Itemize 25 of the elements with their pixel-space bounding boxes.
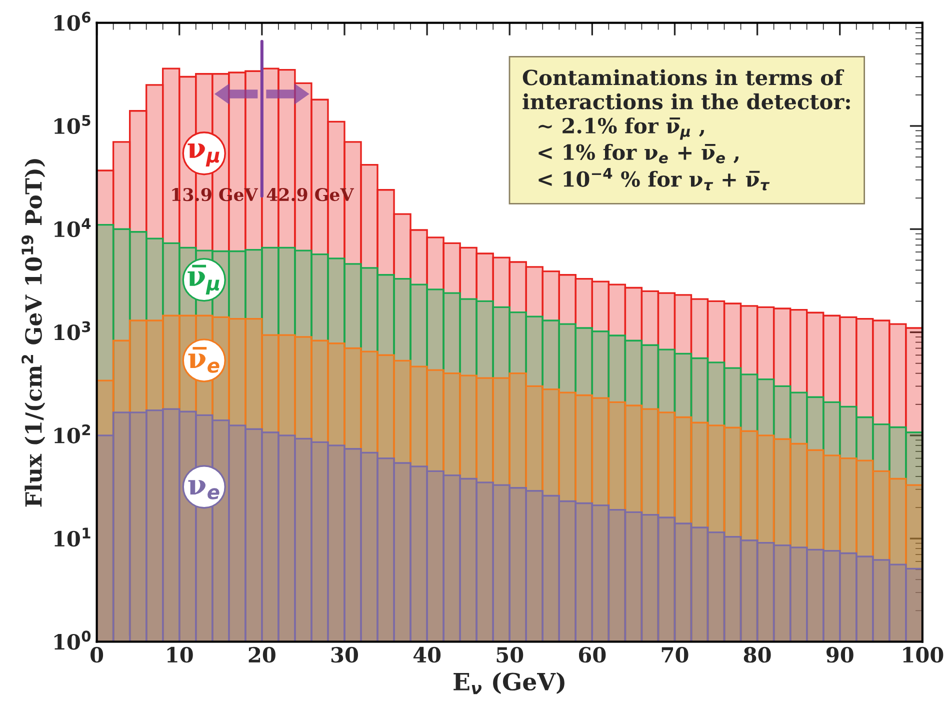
y-tick-label: 10$^{0}$ bbox=[54, 630, 91, 650]
x-tick-label: 40 bbox=[413, 646, 441, 663]
series-label: ν$_{μ}$ bbox=[188, 143, 220, 167]
y-tick-label: 10$^{3}$ bbox=[54, 321, 90, 340]
series-label: ν̅$_{μ}$ bbox=[188, 264, 220, 294]
x-tick-label: 20 bbox=[248, 646, 276, 663]
y-axis-title: Flux (1/(cm$^{2}$ GeV 10$^{19}$ PoT)) bbox=[22, 159, 46, 507]
y-tick-label: 10$^{4}$ bbox=[54, 218, 91, 238]
y-tick-label: 10$^{1}$ bbox=[54, 528, 90, 547]
x-tick-label: 50 bbox=[496, 646, 524, 663]
x-tick-label: 0 bbox=[90, 646, 104, 663]
x-tick-label: 90 bbox=[826, 646, 854, 663]
y-tick-label: 10$^{6}$ bbox=[54, 12, 90, 31]
x-tick-label: 100 bbox=[903, 646, 944, 663]
x-tick-label: 60 bbox=[578, 646, 606, 663]
y-tick-label: 10$^{5}$ bbox=[54, 115, 90, 134]
x-tick-label: 80 bbox=[744, 646, 771, 663]
x-tick-label: 10 bbox=[167, 646, 193, 663]
series-label: ν$_{e}$ bbox=[188, 480, 220, 500]
x-tick-label: 30 bbox=[331, 646, 358, 663]
y-tick-label: 10$^{2}$ bbox=[54, 424, 90, 444]
x-tick-label: 70 bbox=[662, 646, 688, 663]
x-axis-title: E$_{ν}$ (GeV) bbox=[454, 672, 564, 694]
text: Contaminations in terms of interactions in the detector: ∼ 2.1% for ν̅$_{μ}$ , < 1% for ν$_{e}$ + ν̅$_{e}$ , < 10$^{−4}$ % for ν$_{τ}$ + ν̅$_{τ}$ bbox=[522, 69, 850, 190]
series-label: ν̅$_{e}$ bbox=[188, 346, 220, 373]
